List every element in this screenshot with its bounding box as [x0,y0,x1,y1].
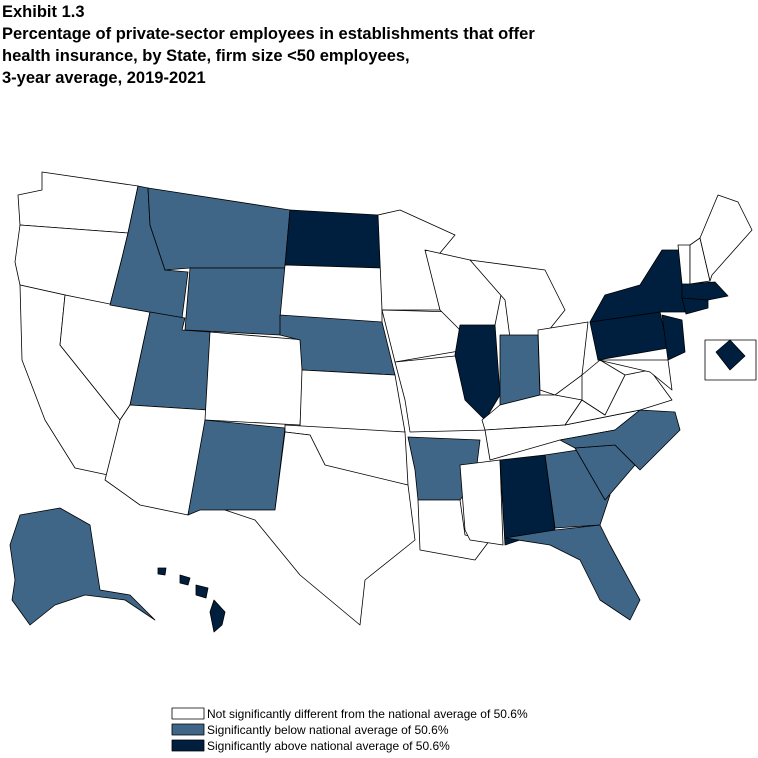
legend-swatch [171,739,205,752]
state [147,187,291,271]
exhibit-label: Exhibit 1.3 [2,3,85,21]
state [284,209,383,269]
state [589,249,686,323]
state [459,459,504,546]
states [9,171,757,633]
state [504,524,641,621]
state [224,431,416,626]
state [187,419,286,516]
state [204,331,306,426]
state [9,507,156,626]
state [537,321,589,396]
state [195,584,209,599]
legend-label: Significantly below national average of … [207,723,449,737]
state [544,449,611,529]
state [581,359,626,416]
state [157,567,167,576]
title-line: Percentage of private-sector employees i… [2,25,535,43]
legend: Not significantly different from the nat… [171,707,528,753]
legend-label: Not significantly different from the nat… [207,707,528,721]
state [184,267,286,336]
legend-swatch [171,707,205,720]
state [299,369,406,433]
title-line: health insurance, by State, firm size <5… [2,47,410,65]
state [715,339,746,371]
state [681,297,709,315]
title-line: 3-year average, 2019-2021 [2,69,206,87]
state [699,194,753,282]
state [17,171,139,234]
state [681,281,729,301]
legend-label: Significantly above national average of … [207,739,450,753]
state [179,574,191,586]
state [661,314,686,361]
state [499,334,541,406]
state [559,409,681,471]
legend-swatch [171,723,205,736]
state [597,359,673,391]
state [209,599,226,633]
